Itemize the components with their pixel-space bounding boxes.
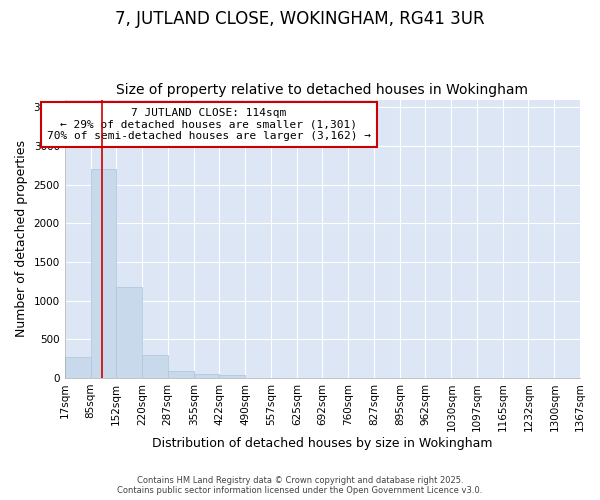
Bar xyxy=(142,356,168,378)
Bar xyxy=(65,357,91,378)
Title: Size of property relative to detached houses in Wokingham: Size of property relative to detached ho… xyxy=(116,83,529,97)
Bar xyxy=(116,286,142,378)
Bar xyxy=(91,169,116,378)
Text: 7, JUTLAND CLOSE, WOKINGHAM, RG41 3UR: 7, JUTLAND CLOSE, WOKINGHAM, RG41 3UR xyxy=(115,10,485,28)
Text: Contains HM Land Registry data © Crown copyright and database right 2025.
Contai: Contains HM Land Registry data © Crown c… xyxy=(118,476,482,495)
Bar xyxy=(219,374,245,378)
Y-axis label: Number of detached properties: Number of detached properties xyxy=(15,140,28,337)
Bar xyxy=(168,371,194,378)
X-axis label: Distribution of detached houses by size in Wokingham: Distribution of detached houses by size … xyxy=(152,437,493,450)
Text: 7 JUTLAND CLOSE: 114sqm
← 29% of detached houses are smaller (1,301)
70% of semi: 7 JUTLAND CLOSE: 114sqm ← 29% of detache… xyxy=(47,108,371,141)
Bar xyxy=(194,374,219,378)
